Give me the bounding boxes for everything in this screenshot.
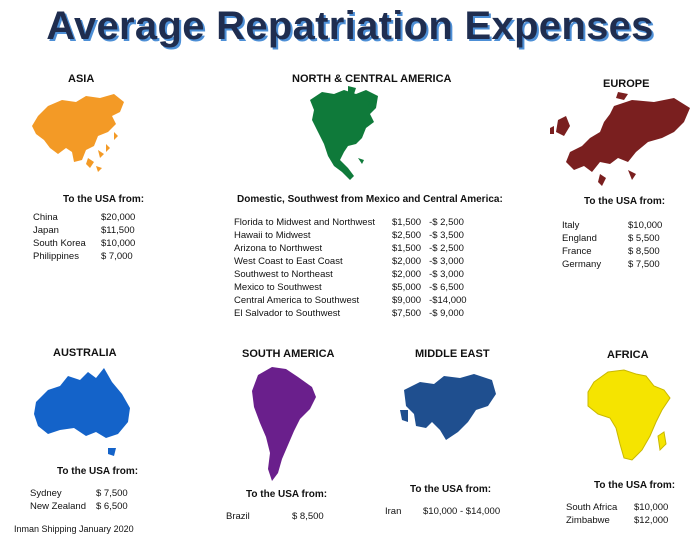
table-row: China $20,000 [33,212,136,223]
page-title: Average Repatriation Expenses [46,4,654,48]
table-row: Arizona to Northwest $1,500 -$ 2,500 [234,243,464,254]
south-america-subhead: To the USA from: [246,489,328,500]
region-title-north-central-america: NORTH & CENTRAL AMERICA [292,73,452,85]
middle-east-subhead: To the USA from: [410,484,492,495]
south-america-cost-table: Brazil $ 8,500 [226,510,324,523]
region-title-europe: EUROPE [603,78,650,90]
south-america-map-icon [250,365,320,485]
region-title-middle-east: MIDDLE EAST [415,348,490,360]
region-title-asia: ASIA [68,73,95,85]
africa-subhead: To the USA from: [594,480,676,491]
table-row: West Coast to East Coast $2,000 -$ 3,000 [234,256,464,267]
north-central-america-cost-table: Florida to Midwest and Northwest $1,500 -$… [234,216,467,320]
asia-cost-table: China $20,000 Japan $11,500 South Korea $10… [33,211,135,263]
region-title-africa: AFRICA [607,349,649,361]
region-title-australia: AUSTRALIA [53,347,117,359]
footer-credit: Inman Shipping January 2020 [14,524,134,534]
table-row: France $ 8,500 [562,246,660,257]
australia-map-icon [30,368,140,458]
australia-subhead: To the USA from: [57,466,139,477]
table-row: Philippines $ 7,000 [33,251,133,262]
table-row: Florida to Midwest and Northwest $1,500 -$… [234,217,464,228]
table-row: Italy $10,000 [562,220,663,231]
europe-subhead: To the USA from: [584,196,666,207]
middle-east-map-icon [400,370,500,446]
europe-map-icon [544,92,694,192]
table-row: Germany $ 7,500 [562,259,660,270]
table-row: South Korea $10,000 [33,238,136,249]
table-row: Sydney $ 7,500 [30,488,128,499]
table-row: El Salvador to Southwest $7,500 -$ 9,000 [234,308,464,319]
asia-map-icon [28,88,128,176]
asia-subhead: To the USA from: [63,194,145,205]
table-row: Brazil $ 8,500 [226,511,324,522]
table-row: Hawaii to Midwest $2,500 -$ 3,500 [234,230,464,241]
table-row: England $ 5,500 [562,233,660,244]
table-row: South Africa $10,000 [566,502,669,513]
table-row: Zimbabwe $12,000 [566,515,669,526]
region-title-south-america: SOUTH AMERICA [242,348,335,360]
australia-cost-table: Sydney $ 7,500 New Zealand $ 6,500 [30,487,128,513]
table-row: Mexico to Southwest $5,000 -$ 6,500 [234,282,464,293]
table-row: New Zealand $ 6,500 [30,501,128,512]
table-row: Southwest to Northeast $2,000 -$ 3,000 [234,269,464,280]
middle-east-cost-table: Iran $10,000 - $14,000 [385,505,500,518]
europe-cost-table: Italy $10,000 England $ 5,500 France $ 8,50… [562,219,662,271]
africa-cost-table: South Africa $10,000 Zimbabwe $12,000 [566,501,668,527]
africa-map-icon [584,366,674,466]
north-central-america-subhead: Domestic, Southwest from Mexico and Cent… [237,194,503,205]
table-row: Central America to Southwest $9,000 -$14,0… [234,295,467,306]
table-row: Japan $11,500 [33,225,135,236]
north-america-map-icon [304,86,384,186]
table-row: Iran $10,000 - $14,000 [385,506,501,517]
